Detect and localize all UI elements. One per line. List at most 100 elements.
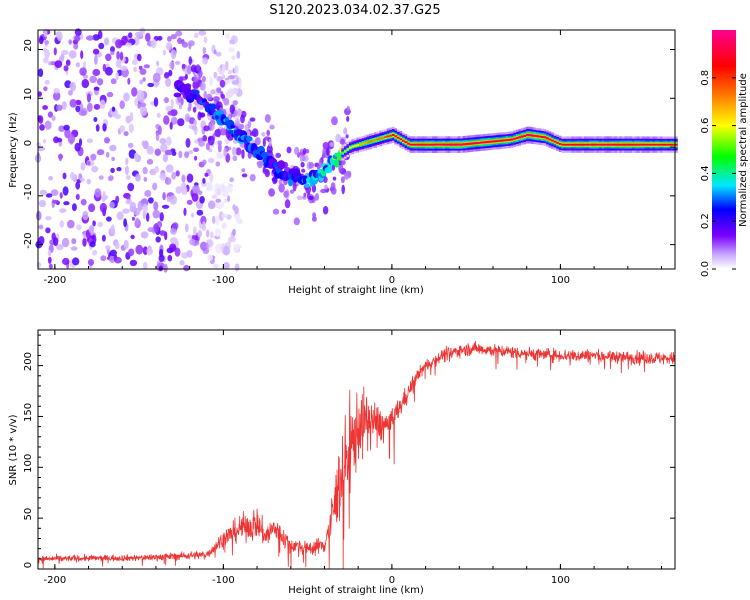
noise-blob bbox=[80, 162, 86, 171]
noise-blob bbox=[38, 68, 44, 77]
noise-blob bbox=[82, 210, 89, 221]
ridge-segment bbox=[657, 143, 660, 146]
ridge-segment bbox=[442, 143, 446, 146]
noise-blob bbox=[191, 192, 199, 202]
noise-blob bbox=[175, 170, 180, 177]
noise-blob bbox=[198, 140, 205, 147]
noise-blob bbox=[110, 224, 115, 235]
noise-blob bbox=[139, 102, 147, 108]
ridge-segment bbox=[505, 139, 509, 142]
noise-blob bbox=[230, 88, 239, 95]
ridge-segment bbox=[546, 137, 549, 140]
ridge-segment bbox=[343, 150, 347, 153]
snr-x-tick-label: 0 bbox=[389, 575, 395, 586]
noise-blob bbox=[56, 137, 63, 143]
noise-blob bbox=[232, 228, 236, 237]
spectrogram-frame bbox=[37, 29, 676, 270]
ridge-segment bbox=[642, 143, 645, 146]
noise-blob bbox=[278, 179, 283, 185]
noise-blob bbox=[158, 125, 162, 135]
noise-blob bbox=[332, 176, 337, 181]
noise-blob bbox=[202, 47, 207, 55]
noise-blob bbox=[264, 114, 271, 123]
noise-blob bbox=[143, 177, 148, 182]
snr-x-tick-label: 100 bbox=[551, 575, 570, 586]
noise-blob bbox=[125, 175, 131, 180]
noise-blob bbox=[202, 221, 206, 230]
noise-blob bbox=[164, 72, 170, 79]
noise-blob bbox=[181, 174, 186, 183]
noise-blob bbox=[94, 188, 102, 198]
noise-blob bbox=[61, 50, 69, 55]
noise-blob bbox=[59, 192, 63, 199]
noise-blob bbox=[223, 198, 228, 203]
noise-blob bbox=[223, 245, 230, 256]
noise-blob bbox=[272, 208, 280, 215]
ridge-blob bbox=[209, 103, 217, 111]
ridge-segment bbox=[437, 143, 441, 146]
noise-blob bbox=[205, 142, 210, 151]
noise-blob bbox=[221, 201, 225, 207]
noise-blob bbox=[240, 114, 245, 124]
noise-blob bbox=[62, 257, 70, 266]
ridge-segment bbox=[399, 138, 403, 141]
ridge-segment bbox=[445, 143, 448, 146]
noise-blob bbox=[266, 129, 271, 136]
noise-blob bbox=[139, 68, 147, 75]
noise-blob bbox=[129, 259, 138, 267]
noise-blob bbox=[187, 107, 192, 112]
noise-blob bbox=[187, 234, 192, 239]
noise-blob bbox=[193, 147, 199, 153]
noise-blob bbox=[74, 35, 81, 42]
ridge-segment bbox=[616, 143, 620, 146]
noise-blob bbox=[146, 145, 154, 155]
noise-blob bbox=[303, 192, 307, 197]
noise-blob bbox=[44, 79, 50, 85]
noise-blob bbox=[93, 103, 101, 110]
noise-blob bbox=[98, 42, 105, 50]
noise-blob bbox=[143, 64, 150, 69]
ridge-segment bbox=[346, 148, 350, 151]
noise-blob bbox=[212, 263, 219, 269]
noise-blob bbox=[346, 116, 350, 122]
noise-blob bbox=[188, 42, 192, 50]
ridge-segment bbox=[356, 144, 360, 147]
colorbar-gradient bbox=[712, 30, 736, 269]
noise-blob bbox=[114, 241, 120, 250]
ridge-segment bbox=[515, 137, 519, 140]
noise-blob bbox=[229, 39, 235, 45]
noise-blob bbox=[186, 199, 193, 205]
noise-blob bbox=[203, 90, 207, 100]
noise-blob bbox=[106, 91, 114, 98]
noise-blob bbox=[45, 216, 52, 221]
ridge-segment bbox=[619, 143, 623, 146]
noise-blob bbox=[207, 135, 215, 146]
ridge-segment bbox=[374, 139, 377, 141]
noise-blob bbox=[56, 31, 63, 42]
ridge-segment bbox=[584, 143, 587, 146]
noise-blob bbox=[206, 186, 214, 191]
noise-blob bbox=[152, 72, 161, 83]
ridge-segment bbox=[525, 134, 529, 137]
noise-blob bbox=[134, 152, 139, 162]
ridge-segment bbox=[548, 138, 552, 141]
noise-blob bbox=[147, 227, 155, 233]
ridge-segment bbox=[561, 143, 564, 146]
noise-blob bbox=[232, 100, 238, 106]
noise-blob bbox=[210, 89, 216, 95]
snr-x-tick-label: -200 bbox=[44, 575, 67, 586]
noise-blob bbox=[262, 168, 270, 175]
noise-blob bbox=[43, 57, 49, 64]
ridge-segment bbox=[634, 143, 638, 146]
noise-blob bbox=[247, 120, 252, 129]
ridge-segment bbox=[450, 143, 453, 146]
noise-blob bbox=[72, 257, 80, 266]
noise-blob bbox=[233, 110, 238, 117]
noise-blob bbox=[170, 49, 177, 60]
colorbar-label: Normalized spectral amplitude bbox=[738, 73, 749, 227]
noise-blob bbox=[232, 155, 238, 161]
noise-blob bbox=[133, 36, 140, 46]
noise-blob bbox=[74, 142, 81, 152]
noise-blob bbox=[91, 165, 99, 173]
noise-blob bbox=[293, 217, 300, 226]
